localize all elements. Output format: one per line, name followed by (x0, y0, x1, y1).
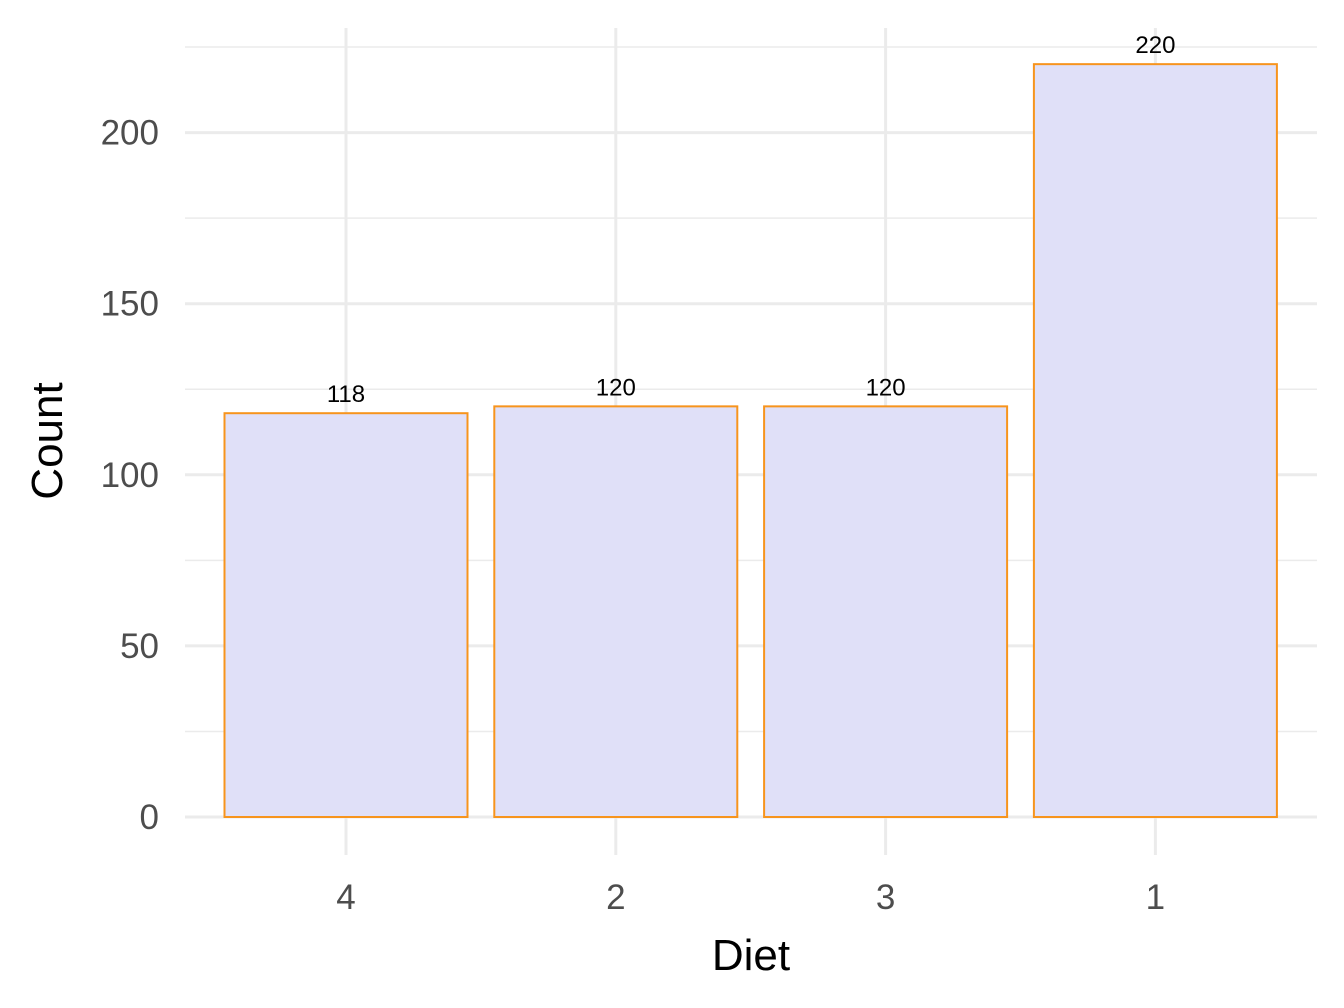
y-axis-title: Count (23, 382, 72, 499)
y-tick-label: 200 (101, 114, 159, 153)
bar-value-label: 220 (1135, 32, 1175, 59)
x-tick-label: 4 (336, 878, 355, 917)
y-tick-label: 150 (101, 285, 159, 324)
data-labels: 118 120 120 220 (327, 32, 1176, 408)
bar-value-label: 120 (596, 374, 636, 401)
bar (763, 405, 1009, 818)
x-tick-label: 3 (876, 878, 895, 917)
bar (1032, 63, 1278, 819)
x-axis-title: Diet (712, 931, 790, 980)
y-tick-label: 0 (140, 798, 159, 837)
bars (223, 63, 1278, 819)
bar-value-label: 118 (327, 381, 365, 408)
y-tick-label: 50 (120, 627, 159, 666)
y-axis-ticks: 0 50 100 150 200 (101, 114, 159, 837)
x-tick-label: 1 (1146, 878, 1165, 917)
bar (493, 405, 739, 818)
x-tick-label: 2 (606, 878, 625, 917)
bar (223, 412, 469, 818)
x-axis-ticks: 4 2 3 1 (336, 878, 1165, 917)
bar-value-label: 120 (866, 374, 906, 401)
y-tick-label: 100 (101, 456, 159, 495)
